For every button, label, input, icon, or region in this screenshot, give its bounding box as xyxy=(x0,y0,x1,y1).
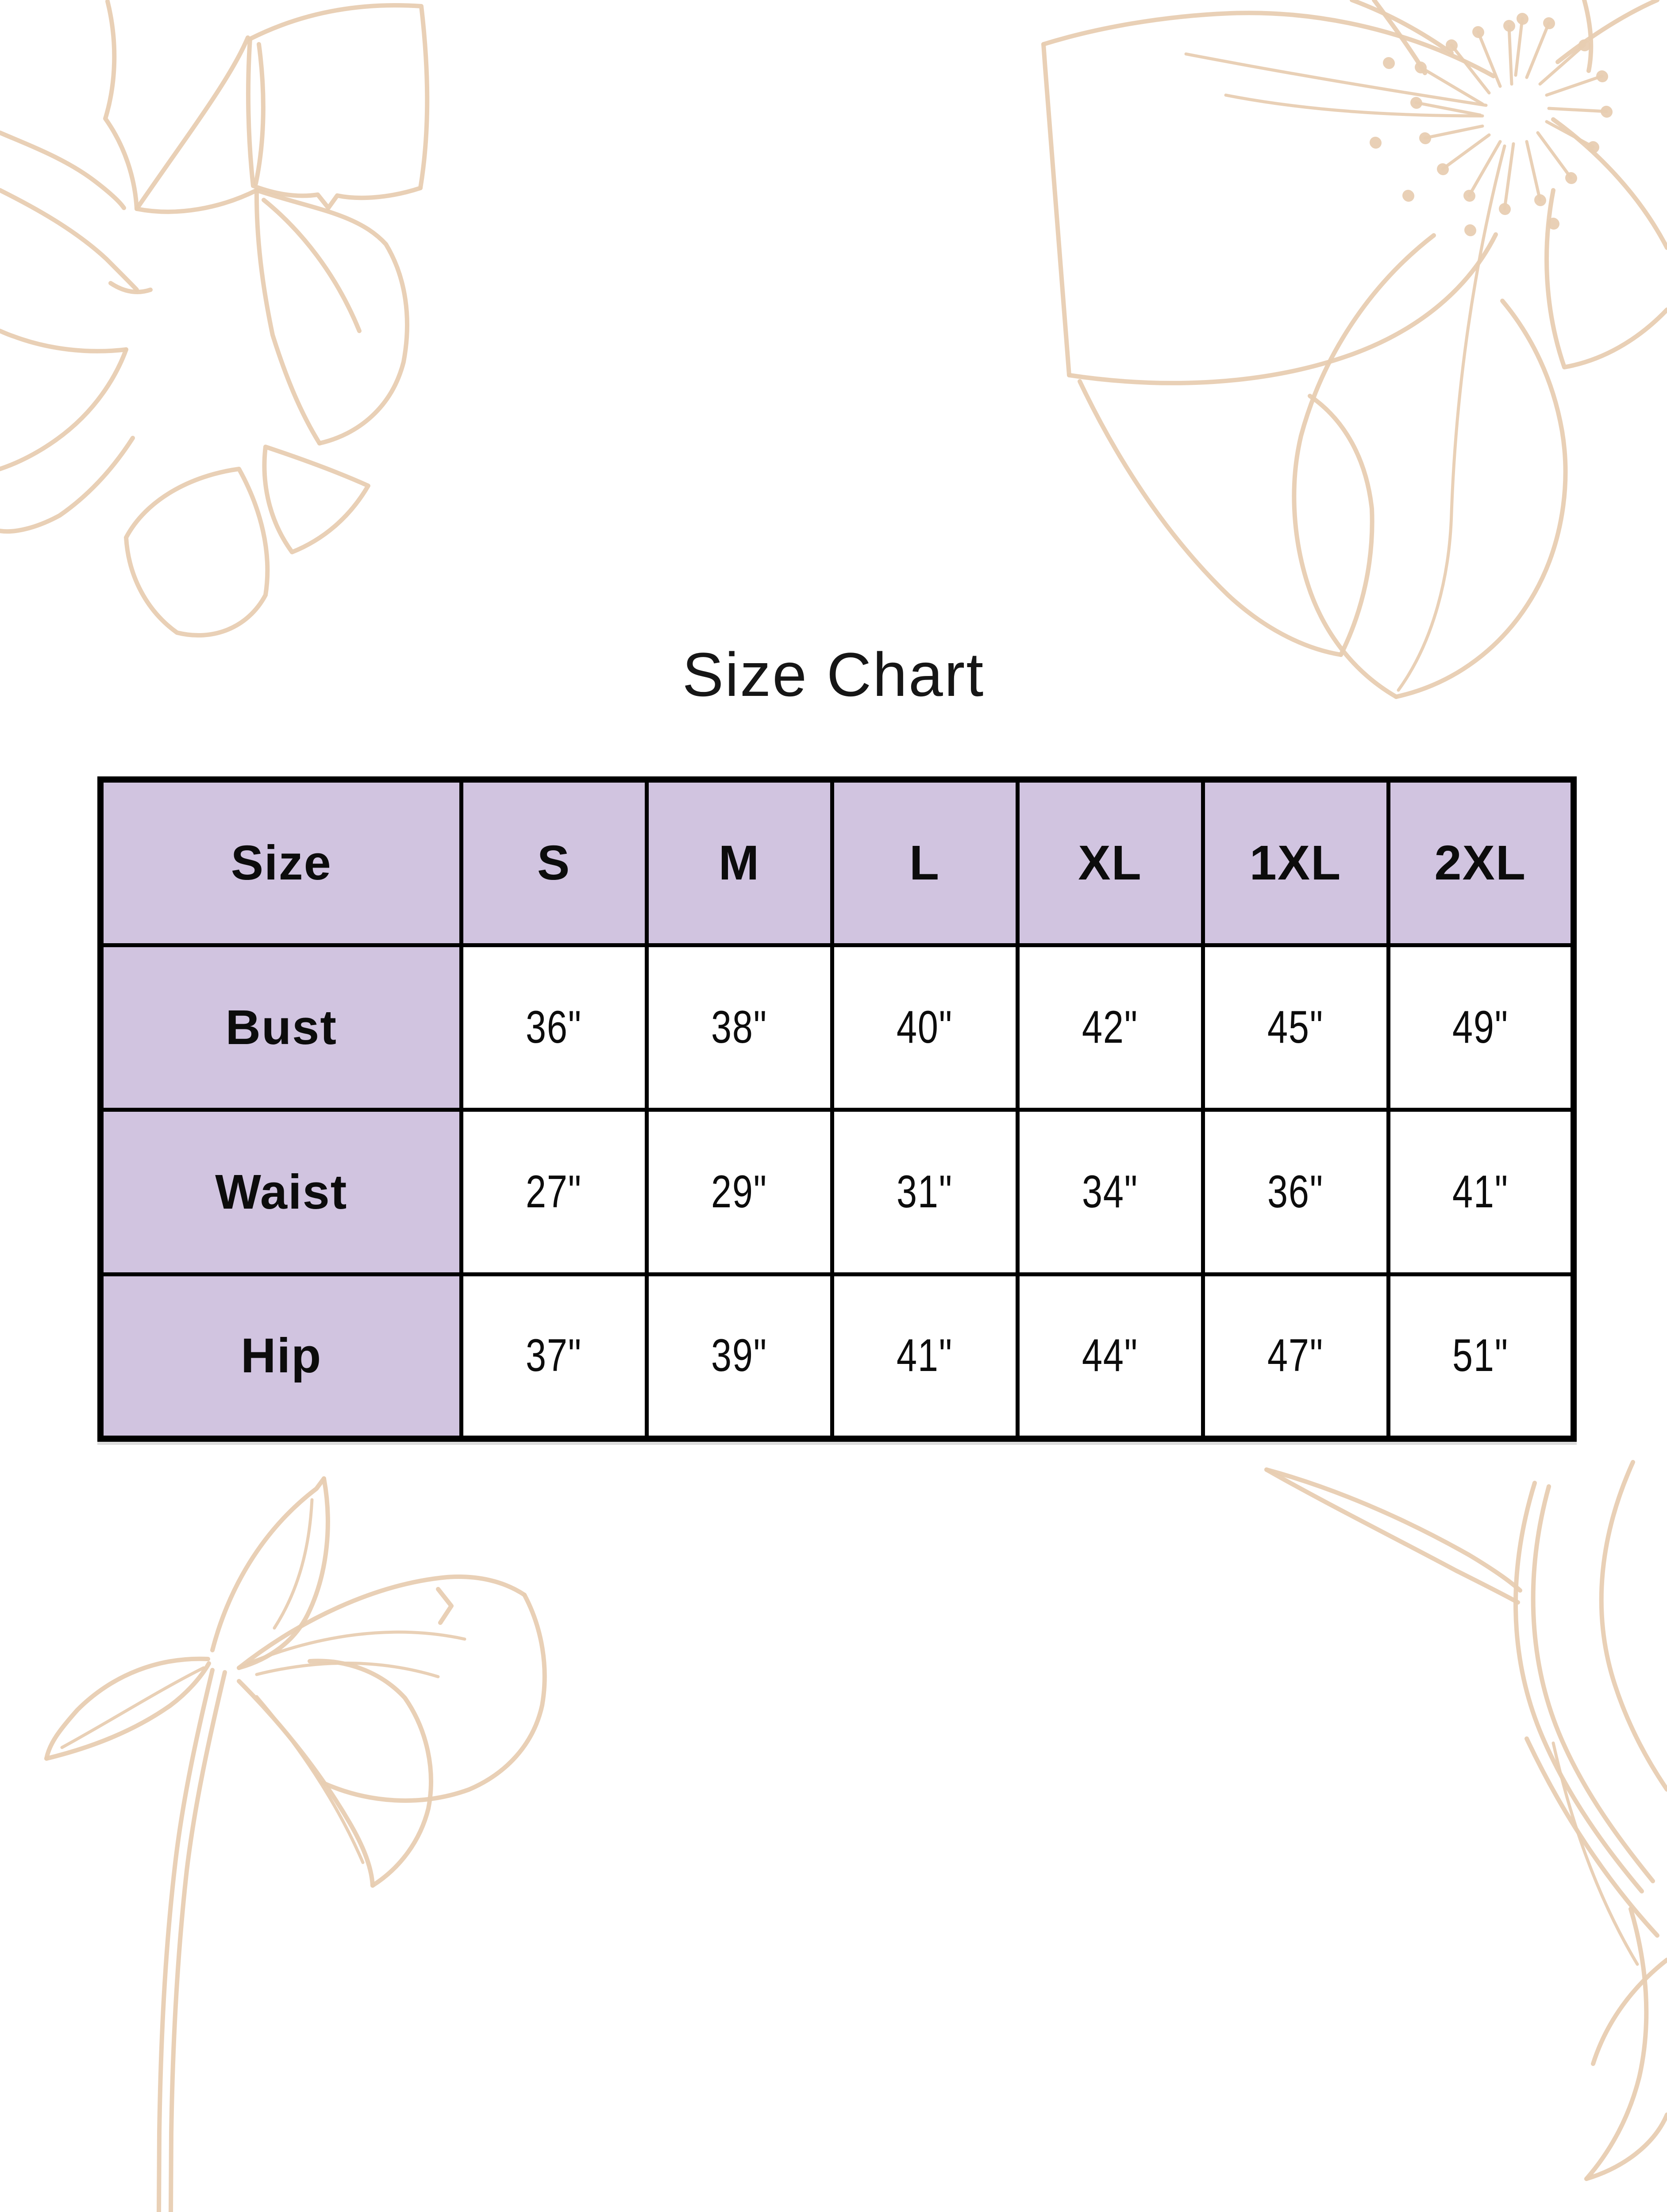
row-label-waist: Waist xyxy=(98,1107,463,1276)
waist-m-value: 29" xyxy=(644,1107,834,1276)
measurement-value: 44" xyxy=(1082,1330,1138,1382)
size-chart-table: Size S M L XL 1XL 2XL Bust 36" 38" 40" 4… xyxy=(97,776,1577,1442)
header-cell-s: S xyxy=(459,777,649,947)
measurement-value: 39" xyxy=(711,1330,767,1382)
flower-top-right-illustration xyxy=(1041,0,1667,699)
waist-2xl-value: 41" xyxy=(1386,1107,1576,1276)
hip-m-value: 39" xyxy=(644,1272,834,1441)
measurement-value: 42" xyxy=(1082,1001,1138,1053)
measurement-value: 29" xyxy=(711,1166,767,1217)
flower-top-left-illustration xyxy=(0,0,430,638)
header-cell-m: M xyxy=(644,777,834,947)
measurement-value: 51" xyxy=(1452,1330,1509,1382)
measurement-value: 49" xyxy=(1452,1001,1509,1053)
row-label-bust: Bust xyxy=(98,943,463,1112)
table-row-waist: Waist 27" 29" 31" 34" 36" 41" xyxy=(98,1107,1576,1276)
header-cell-l: L xyxy=(830,777,1020,947)
measurement-value: 36" xyxy=(526,1001,582,1053)
bust-xl-value: 42" xyxy=(1015,943,1205,1112)
table-row-hip: Hip 37" 39" 41" 44" 47" 51" xyxy=(98,1272,1576,1441)
hip-l-value: 41" xyxy=(830,1272,1020,1441)
measurement-value: 45" xyxy=(1267,1001,1324,1053)
header-cell-size: Size xyxy=(98,777,463,947)
measurement-value: 34" xyxy=(1082,1166,1138,1217)
waist-s-value: 27" xyxy=(459,1107,649,1276)
hip-xl-value: 44" xyxy=(1015,1272,1205,1441)
flower-bottom-left-illustration xyxy=(44,1476,547,2212)
measurement-value: 41" xyxy=(1452,1166,1509,1217)
header-cell-xl: XL xyxy=(1015,777,1205,947)
bust-s-value: 36" xyxy=(459,943,649,1112)
table-row-bust: Bust 36" 38" 40" 42" 45" 49" xyxy=(98,943,1576,1112)
bust-1xl-value: 45" xyxy=(1201,943,1390,1112)
measurement-value: 37" xyxy=(526,1330,582,1382)
waist-l-value: 31" xyxy=(830,1107,1020,1276)
measurement-value: 40" xyxy=(897,1001,953,1053)
waist-xl-value: 34" xyxy=(1015,1107,1205,1276)
measurement-value: 41" xyxy=(897,1330,953,1382)
measurement-value: 36" xyxy=(1267,1166,1324,1217)
bust-m-value: 38" xyxy=(644,943,834,1112)
measurement-value: 31" xyxy=(897,1166,953,1217)
hip-s-value: 37" xyxy=(459,1272,649,1441)
bust-2xl-value: 49" xyxy=(1386,943,1576,1112)
leaves-bottom-right-illustration xyxy=(1264,1460,1667,2181)
page-title: Size Chart xyxy=(682,640,985,709)
hip-2xl-value: 51" xyxy=(1386,1272,1576,1441)
measurement-value: 27" xyxy=(526,1166,582,1217)
row-label-hip: Hip xyxy=(98,1272,463,1441)
measurement-value: 47" xyxy=(1267,1330,1324,1382)
header-cell-2xl: 2XL xyxy=(1386,777,1576,947)
hip-1xl-value: 47" xyxy=(1201,1272,1390,1441)
waist-1xl-value: 36" xyxy=(1201,1107,1390,1276)
header-cell-1xl: 1XL xyxy=(1201,777,1390,947)
measurement-value: 38" xyxy=(711,1001,767,1053)
table-header-row: Size S M L XL 1XL 2XL xyxy=(98,777,1576,947)
bust-l-value: 40" xyxy=(830,943,1020,1112)
